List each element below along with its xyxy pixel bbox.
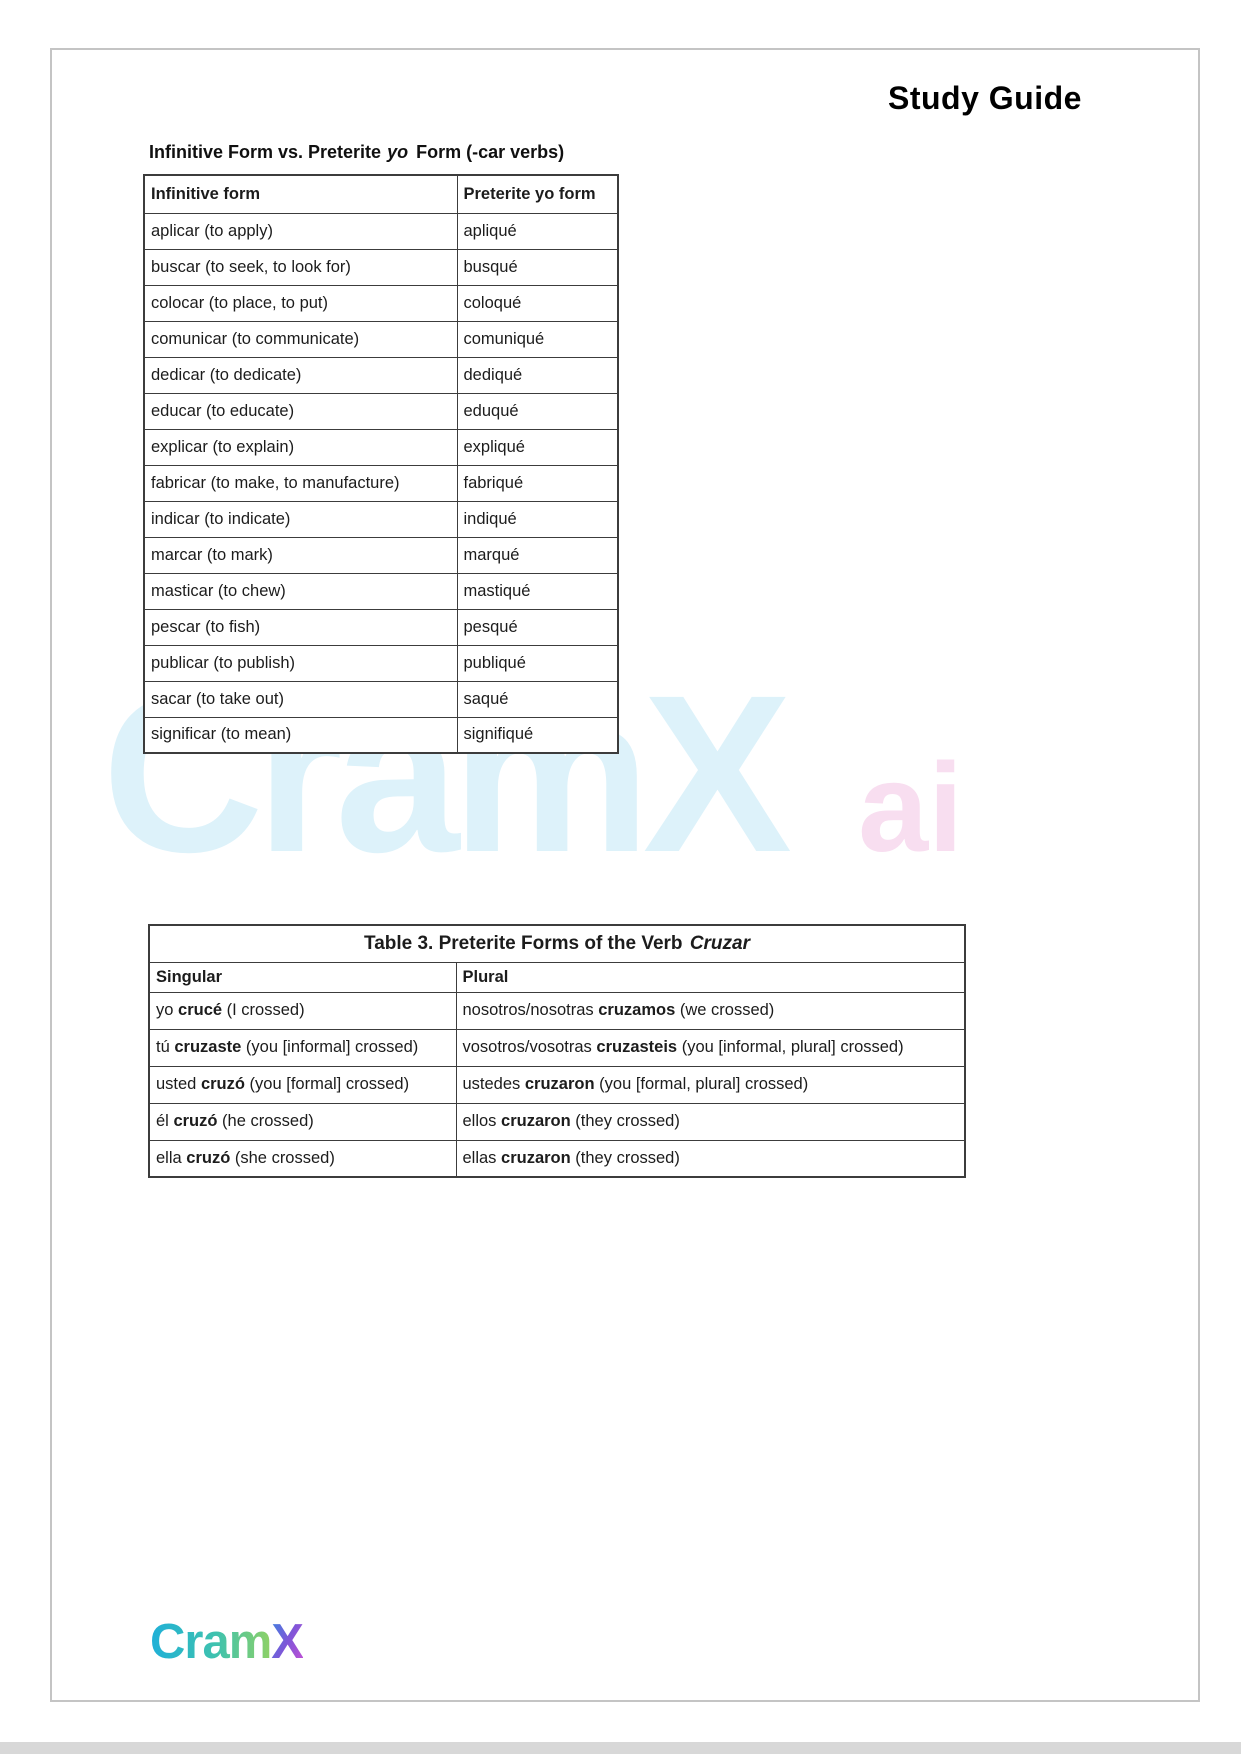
table-row: ella cruzó (she crossed) ellas cruzaron (… — [148, 1139, 966, 1178]
table-title-row: Table 3. Preterite Forms of the Verb Cru… — [148, 924, 966, 963]
logo-cram-text: Cram — [150, 1615, 272, 1669]
singular-cell: yo crucé (I crossed) — [148, 991, 457, 1030]
table-row: sacar (to take out) saqué — [143, 680, 619, 718]
preterite-cell: coloqué — [456, 284, 619, 322]
infinitive-cell: aplicar (to apply) — [143, 212, 458, 250]
singular-cell: tú cruzaste (you [informal] crossed) — [148, 1028, 457, 1067]
table-row: tú cruzaste (you [informal] crossed) voso… — [148, 1028, 966, 1067]
plural-cell: nosotros/nosotras cruzamos (we crossed) — [455, 991, 966, 1030]
table-row: publicar (to publish) publiqué — [143, 644, 619, 682]
caption-italic: yo — [387, 142, 409, 162]
plural-cell: ustedes cruzaron (you [formal, plural] c… — [455, 1065, 966, 1104]
plural-cell: ellos cruzaron (they crossed) — [455, 1102, 966, 1141]
table-row: dedicar (to dedicate) dediqué — [143, 356, 619, 394]
infinitive-cell: indicar (to indicate) — [143, 500, 458, 538]
table-row: colocar (to place, to put) coloqué — [143, 284, 619, 322]
table-row: indicar (to indicate) indiqué — [143, 500, 619, 538]
infinitive-cell: educar (to educate) — [143, 392, 458, 430]
preterite-cell: apliqué — [456, 212, 619, 250]
car-verbs-table: Infinitive form Preterite yo form aplica… — [143, 174, 619, 754]
preterite-cell: pesqué — [456, 608, 619, 646]
plural-header: Plural — [455, 961, 966, 993]
infinitive-cell: marcar (to mark) — [143, 536, 458, 574]
preterite-cell: comuniqué — [456, 320, 619, 358]
caption-post: Form (-car verbs) — [411, 142, 565, 162]
infinitive-cell: pescar (to fish) — [143, 608, 458, 646]
table-row: yo crucé (I crossed) nosotros/nosotras cr… — [148, 991, 966, 1030]
table-row: buscar (to seek, to look for) busqué — [143, 248, 619, 286]
preterite-cell: fabriqué — [456, 464, 619, 502]
table-row: masticar (to chew) mastiqué — [143, 572, 619, 610]
cruzar-table-title: Table 3. Preterite Forms of the Verb Cru… — [148, 924, 966, 963]
car-verbs-table-caption: Infinitive Form vs. Preterite yo Form (-… — [149, 142, 564, 163]
infinitive-cell: colocar (to place, to put) — [143, 284, 458, 322]
page-title: Study Guide — [888, 80, 1082, 116]
infinitive-cell: publicar (to publish) — [143, 644, 458, 682]
infinitive-cell: fabricar (to make, to manufacture) — [143, 464, 458, 502]
table-row: marcar (to mark) marqué — [143, 536, 619, 574]
table-row: usted cruzó (you [formal] crossed) ustede… — [148, 1065, 966, 1104]
logo-x-text: X — [271, 1615, 304, 1669]
preterite-cell: busqué — [456, 248, 619, 286]
table-row: educar (to educate) eduqué — [143, 392, 619, 430]
infinitive-cell: sacar (to take out) — [143, 680, 458, 718]
preterite-cell: marqué — [456, 536, 619, 574]
singular-header: Singular — [148, 961, 457, 993]
caption-pre: Infinitive Form vs. Preterite — [149, 142, 387, 162]
table-row: comunicar (to communicate) comuniqué — [143, 320, 619, 358]
cruzar-table-body: yo crucé (I crossed) nosotros/nosotras cr… — [148, 991, 966, 1178]
page-edge — [0, 1742, 1241, 1754]
infinitive-cell: significar (to mean) — [143, 716, 458, 754]
table-row: pescar (to fish) pesqué — [143, 608, 619, 646]
table-row: fabricar (to make, to manufacture) fabriq… — [143, 464, 619, 502]
infinitive-cell: comunicar (to communicate) — [143, 320, 458, 358]
infinitive-cell: explicar (to explain) — [143, 428, 458, 466]
infinitive-form-header: Infinitive form — [143, 174, 458, 214]
table-header-row: Infinitive form Preterite yo form — [143, 174, 619, 214]
table-row: él cruzó (he crossed) ellos cruzaron (the… — [148, 1102, 966, 1141]
car-verbs-table-body: aplicar (to apply) apliqué buscar (to seek… — [143, 212, 619, 754]
singular-cell: él cruzó (he crossed) — [148, 1102, 457, 1141]
preterite-cell: expliqué — [456, 428, 619, 466]
table-header-row: Singular Plural — [148, 961, 966, 993]
preterite-cell: saqué — [456, 680, 619, 718]
preterite-cell: mastiqué — [456, 572, 619, 610]
cruzar-table: Table 3. Preterite Forms of the Verb Cru… — [148, 924, 966, 1178]
preterite-cell: eduqué — [456, 392, 619, 430]
infinitive-cell: masticar (to chew) — [143, 572, 458, 610]
singular-cell: ella cruzó (she crossed) — [148, 1139, 457, 1178]
singular-cell: usted cruzó (you [formal] crossed) — [148, 1065, 457, 1104]
cruzar-title-italic: Cruzar — [689, 932, 750, 954]
infinitive-cell: buscar (to seek, to look for) — [143, 248, 458, 286]
plural-cell: vosotros/vosotras cruzasteis (you [infor… — [455, 1028, 966, 1067]
preterite-cell: signifiqué — [456, 716, 619, 754]
plural-cell: ellas cruzaron (they crossed) — [455, 1139, 966, 1178]
preterite-yo-form-header: Preterite yo form — [456, 174, 619, 214]
infinitive-cell: dedicar (to dedicate) — [143, 356, 458, 394]
preterite-cell: indiqué — [456, 500, 619, 538]
preterite-cell: dediqué — [456, 356, 619, 394]
table-row: explicar (to explain) expliqué — [143, 428, 619, 466]
cramx-logo: CramX — [150, 1614, 304, 1670]
cruzar-title-pre: Table 3. Preterite Forms of the Verb — [364, 932, 688, 954]
preterite-cell: publiqué — [456, 644, 619, 682]
table-row: aplicar (to apply) apliqué — [143, 212, 619, 250]
table-row: significar (to mean) signifiqué — [143, 716, 619, 754]
